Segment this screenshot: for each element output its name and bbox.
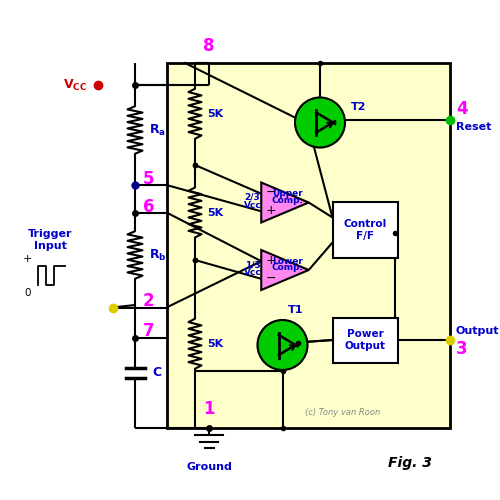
- Text: C: C: [152, 366, 162, 379]
- Text: 2/3: 2/3: [244, 193, 260, 202]
- Text: $\mathregular{R_a}$: $\mathregular{R_a}$: [149, 122, 166, 138]
- Text: Ground: Ground: [186, 462, 232, 471]
- Text: Output: Output: [456, 326, 500, 336]
- Polygon shape: [261, 250, 308, 290]
- Text: Lower: Lower: [272, 256, 303, 266]
- Text: 0: 0: [24, 288, 30, 298]
- Text: Control
F/F: Control F/F: [344, 219, 386, 241]
- Text: Upper: Upper: [272, 189, 303, 198]
- Circle shape: [258, 320, 308, 370]
- Text: 7: 7: [142, 322, 154, 340]
- Text: 5: 5: [142, 170, 154, 188]
- Text: 2: 2: [142, 292, 154, 310]
- Text: +: +: [266, 254, 276, 266]
- FancyBboxPatch shape: [332, 202, 398, 258]
- Text: T1: T1: [288, 305, 303, 315]
- Text: −: −: [266, 272, 276, 284]
- Text: Vcc: Vcc: [244, 268, 262, 277]
- Text: 8: 8: [204, 37, 215, 55]
- Text: 1/3: 1/3: [244, 260, 260, 270]
- Text: Fig. 3: Fig. 3: [388, 456, 432, 469]
- Text: −: −: [266, 186, 276, 199]
- Text: Comp.: Comp.: [272, 264, 304, 272]
- Text: 4: 4: [456, 100, 468, 118]
- Text: 3: 3: [456, 340, 468, 358]
- Text: Comp.: Comp.: [272, 196, 304, 205]
- Text: (c) Tony van Roon: (c) Tony van Roon: [305, 408, 380, 417]
- Text: T2: T2: [351, 102, 366, 113]
- Text: +: +: [266, 204, 276, 217]
- Text: $\mathregular{R_b}$: $\mathregular{R_b}$: [149, 248, 166, 262]
- Text: 5K: 5K: [208, 208, 224, 218]
- FancyBboxPatch shape: [166, 62, 450, 428]
- Text: Power
Output: Power Output: [344, 329, 386, 351]
- Text: 5K: 5K: [208, 109, 224, 118]
- Circle shape: [295, 98, 345, 148]
- FancyBboxPatch shape: [332, 318, 398, 362]
- Polygon shape: [261, 182, 308, 222]
- Text: Trigger
Input: Trigger Input: [28, 229, 72, 251]
- Text: 5K: 5K: [208, 339, 224, 349]
- Text: Reset: Reset: [456, 122, 492, 132]
- Text: $\mathregular{V_{CC}}$: $\mathregular{V_{CC}}$: [64, 78, 88, 92]
- Text: 1: 1: [204, 400, 215, 418]
- Text: 6: 6: [142, 198, 154, 216]
- Text: Vcc: Vcc: [244, 200, 262, 209]
- Text: +: +: [23, 254, 32, 264]
